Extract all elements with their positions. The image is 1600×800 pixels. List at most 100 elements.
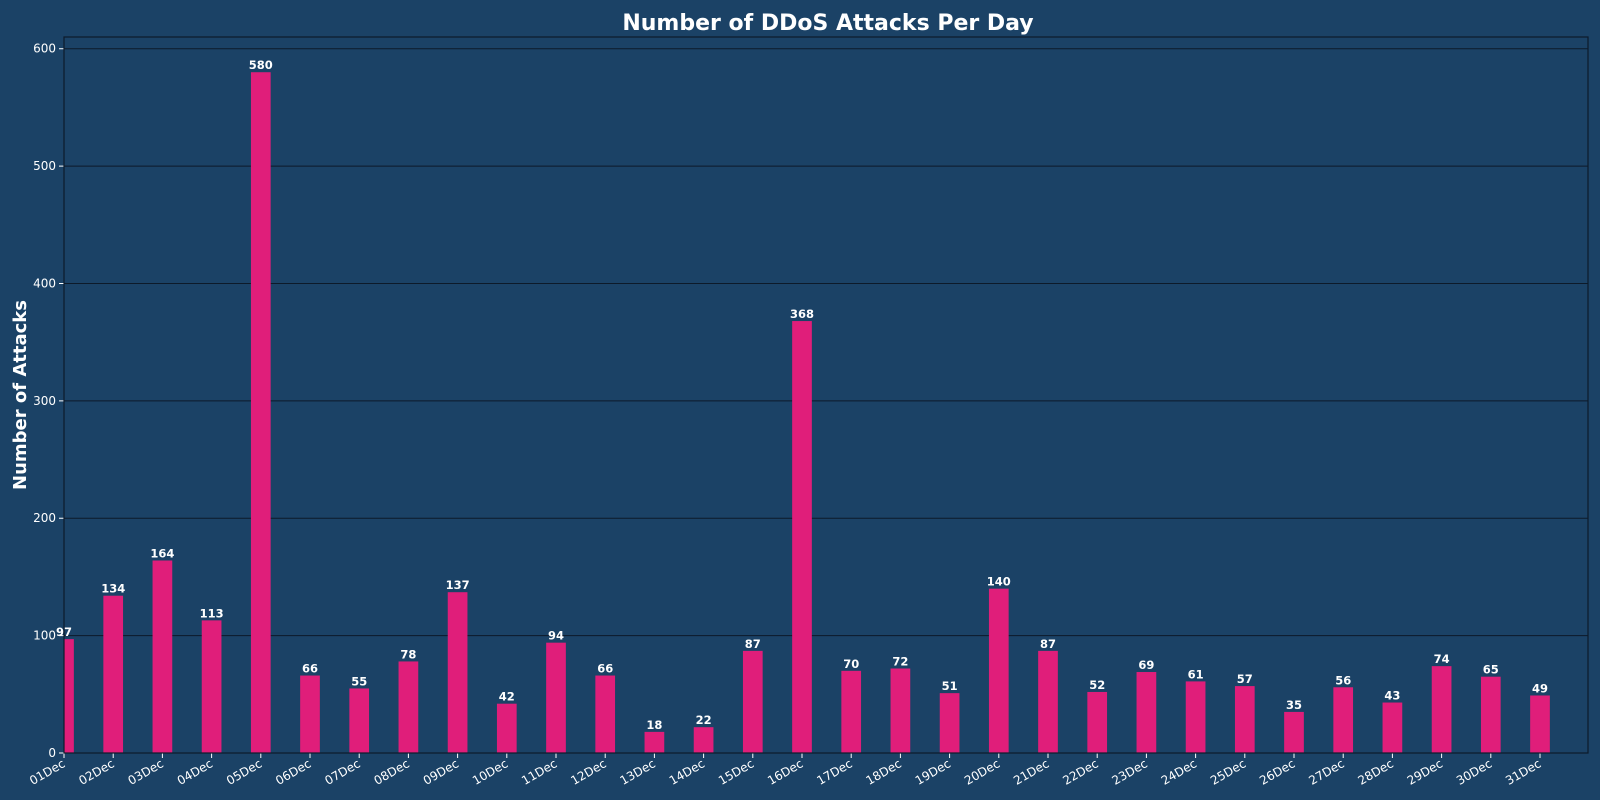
x-tick-label: 23Dec bbox=[1110, 756, 1150, 787]
x-tick-label: 27Dec bbox=[1306, 756, 1346, 787]
bar bbox=[595, 675, 616, 753]
bar bbox=[1136, 672, 1157, 753]
y-tick-label: 200 bbox=[33, 511, 56, 525]
y-axis-ticks: 0 100 200 300 400 500 600 bbox=[33, 42, 64, 760]
data-label: 113 bbox=[200, 606, 224, 620]
plot-frame bbox=[63, 36, 1589, 754]
data-label: 42 bbox=[499, 690, 515, 704]
data-label: 55 bbox=[351, 674, 367, 688]
data-label: 56 bbox=[1335, 673, 1351, 687]
x-tick-label: 10Dec bbox=[470, 756, 510, 787]
bar bbox=[1530, 695, 1550, 753]
data-label: 18 bbox=[646, 718, 662, 732]
x-tick-label: 04Dec bbox=[175, 756, 215, 787]
bar bbox=[841, 670, 862, 753]
bar bbox=[1480, 676, 1501, 753]
x-tick-label: 17Dec bbox=[814, 756, 854, 787]
x-tick-label: 13Dec bbox=[618, 756, 658, 787]
bar bbox=[201, 620, 222, 753]
x-tick-label: 21Dec bbox=[1011, 756, 1051, 787]
x-tick-label: 02Dec bbox=[76, 756, 116, 787]
bar bbox=[1382, 702, 1403, 753]
bar bbox=[1185, 681, 1206, 753]
data-label: 49 bbox=[1532, 681, 1548, 695]
bar bbox=[103, 595, 124, 753]
bar bbox=[1333, 687, 1354, 753]
data-label: 51 bbox=[942, 679, 958, 693]
data-label: 78 bbox=[400, 647, 416, 661]
x-tick-label: 06Dec bbox=[273, 756, 313, 787]
y-tick-label: 300 bbox=[33, 394, 56, 408]
x-tick-label: 15Dec bbox=[716, 756, 756, 787]
data-label: 69 bbox=[1138, 658, 1154, 672]
y-tick-label: 600 bbox=[33, 42, 56, 56]
x-tick-label: 19Dec bbox=[913, 756, 953, 787]
data-label: 35 bbox=[1286, 698, 1302, 712]
x-tick-label: 14Dec bbox=[667, 756, 707, 787]
x-tick-label: 20Dec bbox=[962, 756, 1002, 787]
y-tick-label: 0 bbox=[48, 746, 56, 760]
data-label: 72 bbox=[892, 654, 908, 668]
data-label: 164 bbox=[150, 547, 174, 561]
chart-title: Number of DDoS Attacks Per Day bbox=[622, 11, 1033, 36]
bar bbox=[349, 688, 370, 753]
data-label: 70 bbox=[843, 657, 859, 671]
bar bbox=[1234, 686, 1255, 753]
bar bbox=[1284, 711, 1304, 753]
bar bbox=[644, 731, 665, 753]
x-tick-label: 24Dec bbox=[1159, 756, 1199, 787]
data-label: 580 bbox=[249, 58, 273, 72]
x-tick-label: 09Dec bbox=[421, 756, 461, 787]
x-tick-label: 03Dec bbox=[126, 756, 166, 787]
x-tick-label: 25Dec bbox=[1208, 756, 1248, 787]
y-tick-label: 500 bbox=[33, 159, 56, 173]
bar bbox=[792, 321, 812, 753]
data-label: 65 bbox=[1483, 663, 1499, 677]
data-label: 87 bbox=[745, 637, 761, 651]
data-label: 368 bbox=[790, 307, 814, 321]
x-tick-label: 29Dec bbox=[1405, 756, 1445, 787]
x-tick-label: 18Dec bbox=[864, 756, 904, 787]
data-label: 87 bbox=[1040, 637, 1056, 651]
grid-lines bbox=[64, 48, 1588, 637]
data-label: 140 bbox=[987, 575, 1011, 589]
x-tick-label: 05Dec bbox=[224, 756, 264, 787]
y-axis-label: Number of Attacks bbox=[10, 300, 31, 490]
bar bbox=[398, 661, 419, 753]
bar bbox=[890, 668, 911, 753]
bar bbox=[1038, 650, 1058, 753]
bar bbox=[250, 72, 271, 753]
data-label: 66 bbox=[597, 662, 613, 676]
bar bbox=[1087, 691, 1108, 753]
x-tick-label: 11Dec bbox=[519, 756, 559, 787]
bar bbox=[447, 592, 468, 753]
y-tick-label: 100 bbox=[33, 629, 56, 643]
data-label: 22 bbox=[696, 713, 712, 727]
data-label: 94 bbox=[548, 629, 564, 643]
x-axis-ticks: 01Dec 02Dec 03Dec 04Dec 05Dec 06Dec 07Dec 08Dec… bbox=[27, 753, 1544, 788]
bar bbox=[742, 650, 763, 753]
data-label: 52 bbox=[1089, 678, 1105, 692]
data-label: 74 bbox=[1434, 652, 1450, 666]
bar bbox=[300, 675, 320, 753]
bar bbox=[546, 642, 566, 753]
bar bbox=[496, 703, 517, 753]
bar bbox=[988, 588, 1009, 753]
bar bbox=[152, 560, 173, 753]
bar bbox=[64, 639, 74, 753]
data-label: 43 bbox=[1384, 689, 1400, 703]
x-tick-label: 07Dec bbox=[322, 756, 362, 787]
x-tick-label: 12Dec bbox=[568, 756, 608, 787]
bars bbox=[64, 72, 1550, 753]
data-label: 137 bbox=[446, 578, 470, 592]
x-tick-label: 30Dec bbox=[1454, 756, 1494, 787]
x-tick-label: 31Dec bbox=[1503, 756, 1543, 787]
x-tick-label: 26Dec bbox=[1257, 756, 1297, 787]
data-label: 66 bbox=[302, 662, 318, 676]
x-tick-label: 08Dec bbox=[372, 756, 412, 787]
bar bbox=[1431, 666, 1452, 753]
bar bbox=[939, 693, 960, 753]
